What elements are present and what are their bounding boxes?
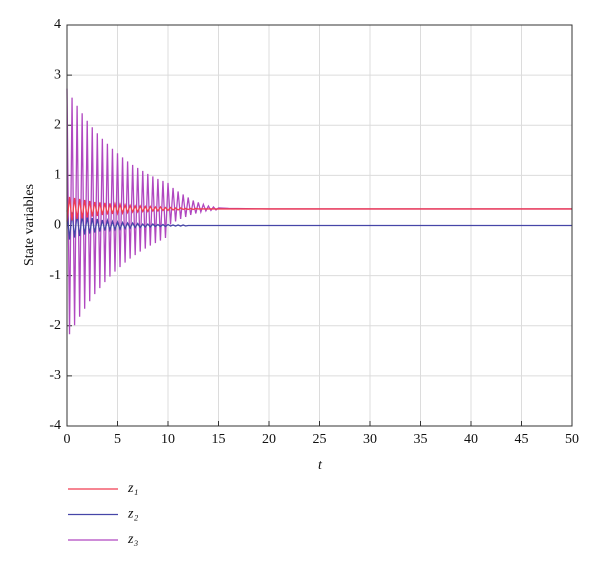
y-tick-label: 3 (54, 67, 61, 82)
x-tick-label: 5 (114, 432, 121, 447)
y-tick-label: 4 (54, 17, 61, 32)
line-series (66, 210, 572, 240)
x-tick-label: 10 (161, 432, 175, 447)
x-tick-label: 30 (363, 432, 377, 447)
x-tick-label: 25 (313, 432, 327, 447)
y-tick-label: 1 (54, 168, 61, 183)
y-tick-label: -1 (49, 268, 61, 283)
x-tick-label: 20 (262, 432, 276, 447)
y-tick-label: 0 (54, 218, 61, 233)
plot-frame (66, 24, 573, 427)
x-tick-label: 45 (515, 432, 529, 447)
x-tick-label: 15 (212, 432, 226, 447)
line-series (66, 196, 572, 222)
x-tick-label: 40 (464, 432, 478, 447)
legend-label: z₂ (127, 507, 138, 522)
x-tick-label: 50 (565, 432, 579, 447)
x-tick-label: 35 (414, 432, 428, 447)
legend-label: z₃ (127, 532, 138, 547)
x-axis-label: t (318, 458, 323, 473)
y-tick-label: -3 (49, 368, 61, 383)
y-tick-label: -2 (49, 318, 61, 333)
y-tick-label: -4 (49, 418, 61, 433)
y-tick-label: 2 (54, 117, 61, 132)
legend-label: z₁ (127, 481, 138, 496)
y-axis-label: State variables (22, 184, 37, 266)
x-tick-label: 0 (64, 432, 71, 447)
